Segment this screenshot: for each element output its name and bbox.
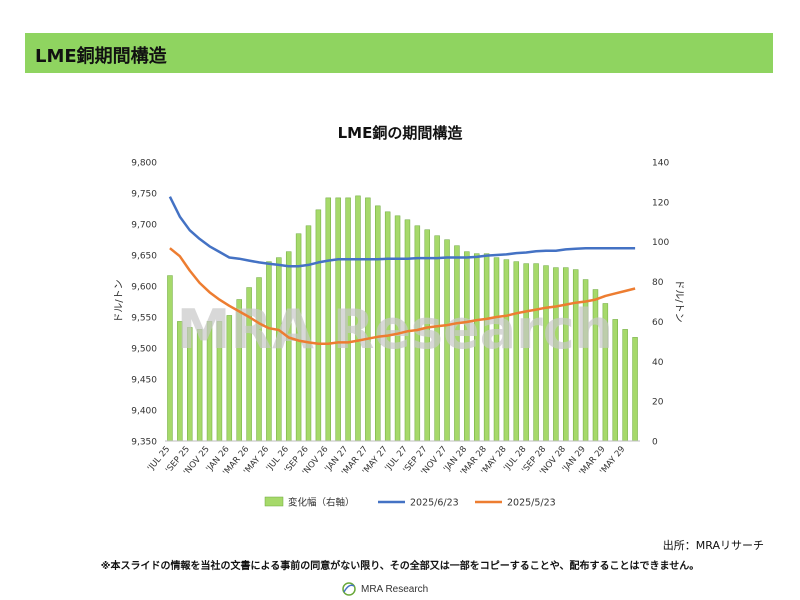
y2-tick-label: 0 [652,438,658,448]
y-tick-label: 9,700 [131,221,157,231]
footer-logo: MRA Research [341,581,428,597]
y2-tick-label: 80 [652,278,664,288]
logo-text: MRA Research [361,583,429,595]
y-tick-label: 9,350 [131,438,157,448]
legend-swatch-bar [264,496,284,507]
y-axis-label: ドル/トン [114,279,125,322]
y-tick-label: 9,800 [131,159,157,169]
y2-tick-label: 60 [652,318,664,328]
bar [612,319,618,442]
y2-tick-label: 40 [652,358,664,368]
y2-tick-label: 100 [652,238,669,248]
y-tick-label: 9,400 [131,407,157,417]
y-tick-label: 9,450 [131,376,157,386]
logo-icon [342,582,356,596]
page-title: LME銅期間構造 [35,46,167,67]
chart-title: LME銅の期間構造 [337,124,463,142]
y2-tick-label: 120 [652,198,669,208]
legend: 変化幅（右軸） 2025/6/23 2025/5/23 [264,496,556,509]
y2-axis-label: ドル/トン [673,279,684,322]
bar [622,329,628,442]
legend-label: 2025/6/23 [410,498,459,509]
y-tick-label: 9,750 [131,190,157,200]
y2-tick-label: 20 [652,398,664,408]
disclaimer: ※本スライドの情報を当社の文書による事前の同意がない限り、その全部又は一部をコピ… [100,561,700,572]
lines-group [168,196,636,345]
bar [167,275,173,442]
y-tick-label: 9,500 [131,345,157,355]
header-bar [25,33,773,73]
y-tick-label: 9,600 [131,283,157,293]
bar [632,337,638,442]
y-tick-label: 9,650 [131,252,157,262]
legend-label: 変化幅（右軸） [288,497,355,509]
source-note: 出所：MRAリサーチ [662,539,764,552]
y-tick-label: 9,550 [131,314,157,324]
legend-label: 2025/5/23 [507,498,556,509]
series-line [168,196,636,268]
series-line [169,247,636,345]
y2-tick-label: 140 [652,159,669,169]
